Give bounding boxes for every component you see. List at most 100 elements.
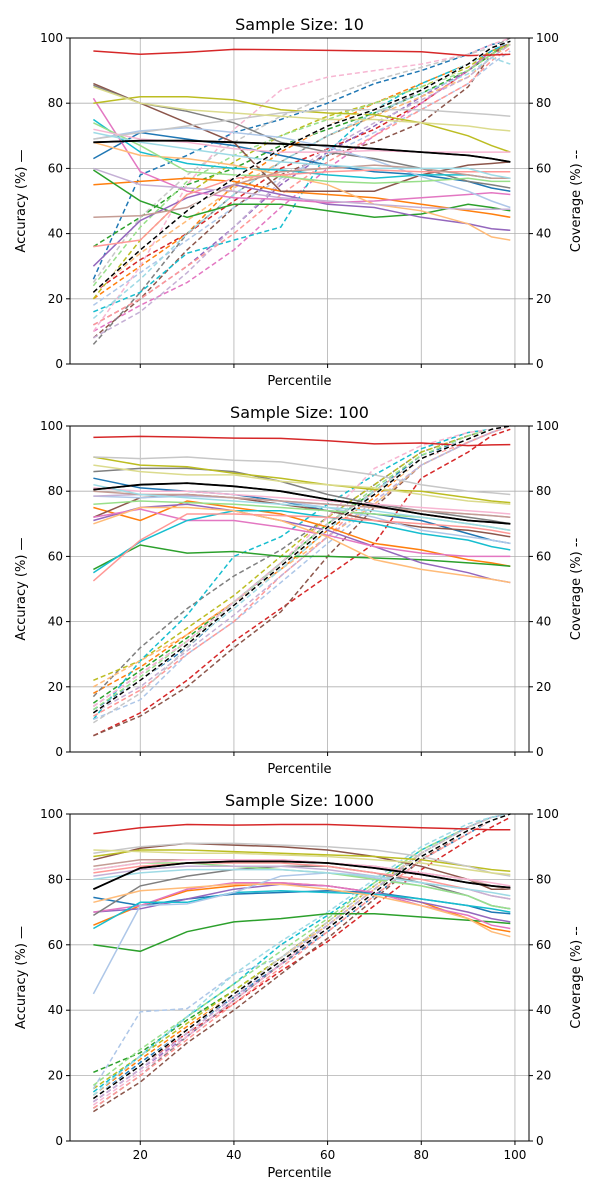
y-tick-label-right: 20 bbox=[536, 292, 551, 306]
y-tick-label-left: 100 bbox=[40, 31, 63, 45]
y-tick-label-left: 100 bbox=[40, 419, 63, 433]
coverage-line-13 bbox=[92, 813, 511, 1109]
y-tick-label-right: 0 bbox=[536, 745, 544, 759]
y-tick-label-left: 80 bbox=[48, 484, 63, 498]
accuracy-line-3 bbox=[93, 544, 511, 571]
coverage-line-0 bbox=[92, 816, 511, 1100]
y-tick-label-right: 80 bbox=[536, 96, 551, 110]
y-tick-label-left: 60 bbox=[48, 161, 63, 175]
axes-frame bbox=[69, 813, 530, 1142]
accuracy-line-14 bbox=[93, 167, 511, 210]
accuracy-line-15 bbox=[93, 490, 511, 519]
accuracy-line-18 bbox=[93, 464, 511, 505]
y-tick-label-left: 0 bbox=[55, 1134, 63, 1148]
y-tick-label-right: 20 bbox=[536, 680, 551, 694]
accuracy-line-4 bbox=[93, 503, 511, 584]
accuracy-line-8 bbox=[93, 849, 511, 872]
coverage-line-9 bbox=[93, 40, 511, 313]
panel-3: 0 0 20 20 40 40 60 60 80 80 100 100 20 40 60 80 100 Sampl… bbox=[14, 791, 584, 1181]
y-axis-label-left: Accuracy (%) — bbox=[14, 926, 29, 1029]
y-tick-label-left: 60 bbox=[48, 549, 63, 563]
accuracy-line-11 bbox=[93, 141, 511, 241]
y-tick-label-right: 60 bbox=[536, 161, 551, 175]
accuracy-line-3 bbox=[92, 169, 511, 219]
accuracy-line-15 bbox=[93, 164, 511, 219]
y-tick-label-left: 40 bbox=[48, 1003, 63, 1017]
accuracy-line-11 bbox=[93, 883, 511, 938]
coverage-line-18 bbox=[92, 813, 511, 1100]
coverage-line-17 bbox=[92, 813, 511, 1096]
accuracy-line-17 bbox=[93, 456, 511, 496]
accuracy-line-17 bbox=[93, 842, 511, 877]
y-tick-label-right: 40 bbox=[536, 615, 551, 629]
coverage-line-17 bbox=[92, 56, 511, 319]
accuracy-line-6 bbox=[93, 881, 511, 930]
accuracy-line-16 bbox=[93, 487, 511, 515]
accuracy-line-8 bbox=[93, 95, 511, 153]
y-tick-label-left: 40 bbox=[48, 615, 63, 629]
coverage-line-11 bbox=[92, 813, 511, 1100]
accuracy-line-2 bbox=[93, 177, 511, 219]
y-tick-label-left: 0 bbox=[55, 745, 63, 759]
accuracy-line-19 bbox=[93, 483, 511, 532]
y-axis-label-left: Accuracy (%) — bbox=[14, 537, 29, 640]
y-tick-label-right: 0 bbox=[536, 1134, 544, 1148]
accuracy-line-12 bbox=[93, 122, 511, 184]
accuracy-line-14 bbox=[93, 865, 511, 900]
coverage-line-2 bbox=[93, 425, 511, 694]
y-tick-label-left: 20 bbox=[48, 292, 63, 306]
coverage-line-6 bbox=[93, 40, 511, 333]
y-tick-label-right: 20 bbox=[536, 1069, 551, 1083]
accuracy-line-7 bbox=[93, 467, 511, 525]
coverage-line-3 bbox=[92, 425, 511, 704]
coverage-mean-line bbox=[92, 813, 511, 1100]
x-tick-label: 40 bbox=[226, 1148, 241, 1162]
accuracy-series-group bbox=[92, 823, 511, 995]
y-tick-label-right: 80 bbox=[536, 872, 551, 886]
accuracy-mean-line bbox=[93, 860, 511, 891]
x-axis-label: Percentile bbox=[267, 374, 331, 389]
y-tick-label-right: 40 bbox=[536, 1003, 551, 1017]
x-tick-label: 80 bbox=[414, 1148, 429, 1162]
accuracy-mean-line bbox=[93, 139, 511, 163]
coverage-mean-halo bbox=[92, 812, 511, 1100]
axes-frame bbox=[69, 37, 530, 365]
y-tick-label-left: 80 bbox=[48, 872, 63, 886]
y-tick-label-left: 20 bbox=[48, 680, 63, 694]
y-axis-label-right: Coverage (%) -- bbox=[569, 149, 584, 252]
accuracy-line-18 bbox=[93, 86, 511, 132]
accuracy-line-9 bbox=[93, 890, 511, 930]
coverage-line-1 bbox=[92, 813, 511, 1100]
y-tick-label-left: 80 bbox=[48, 96, 63, 110]
y-tick-label-left: 100 bbox=[40, 807, 63, 821]
accuracy-line-5 bbox=[93, 82, 511, 192]
accuracy-line-4 bbox=[92, 183, 511, 267]
coverage-mean-line bbox=[92, 40, 511, 293]
y-tick-label-right: 100 bbox=[536, 807, 559, 821]
chart-title: Sample Size: 10 bbox=[235, 15, 364, 34]
grid bbox=[70, 425, 529, 753]
accuracy-line-0 bbox=[93, 435, 511, 447]
y-tick-label-left: 0 bbox=[55, 357, 63, 371]
coverage-line-8 bbox=[92, 43, 511, 300]
coverage-line-0 bbox=[92, 43, 511, 293]
accuracy-line-11 bbox=[93, 506, 511, 584]
x-tick-label: 20 bbox=[133, 1148, 148, 1162]
coverage-line-14 bbox=[92, 813, 511, 1103]
y-tick-label-right: 0 bbox=[536, 357, 544, 371]
coverage-line-12 bbox=[92, 43, 511, 287]
y-tick-label-right: 100 bbox=[536, 419, 559, 433]
y-tick-label-right: 60 bbox=[536, 549, 551, 563]
coverage-line-16 bbox=[92, 813, 511, 1100]
coverage-mean-line bbox=[92, 425, 511, 714]
accuracy-line-19 bbox=[93, 131, 511, 179]
x-axis-label: Percentile bbox=[267, 1166, 331, 1181]
axes-frame bbox=[69, 425, 530, 753]
coverage-line-13 bbox=[93, 47, 511, 326]
accuracy-line-3 bbox=[93, 912, 511, 953]
panel-1: 0 0 20 20 40 40 60 60 80 80 100 100 Sample Size: 10 P… bbox=[14, 15, 584, 389]
coverage-line-3 bbox=[93, 813, 511, 1073]
y-axis-label-right: Coverage (%) -- bbox=[569, 537, 584, 640]
coverage-series-group bbox=[92, 813, 511, 1113]
